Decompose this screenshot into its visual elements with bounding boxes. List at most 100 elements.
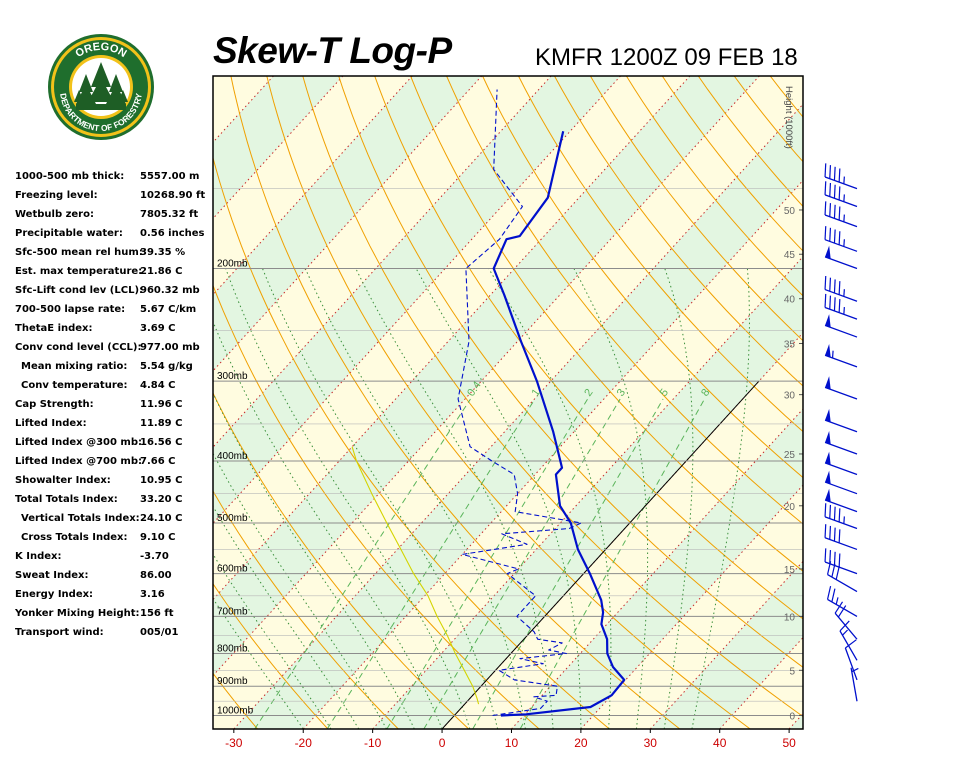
index-value: 10.95 C: [140, 475, 183, 486]
index-label: Yonker Mixing Height:: [15, 608, 140, 619]
index-value: 0.56 inches: [140, 228, 205, 239]
wind-barb: [824, 245, 858, 270]
zero-isotherm-line: [441, 380, 760, 729]
wind-barb-pennant: [825, 451, 831, 465]
wind-barb-flag: [826, 586, 832, 600]
wind-barb-flag: [829, 550, 832, 564]
wind-barb-staff: [824, 537, 858, 551]
height-tick-label: 20: [784, 502, 796, 513]
wind-barb-half-flag: [843, 214, 845, 222]
wind-barb-staff: [824, 516, 858, 530]
wind-barb-flag: [838, 168, 841, 183]
dewpoint-trace: [457, 89, 582, 717]
height-tick-label: 45: [784, 250, 796, 261]
wind-barb-flag: [839, 620, 850, 632]
moist-adiabat: [213, 392, 415, 729]
wind-barb: [824, 548, 858, 575]
isobar-label: 900mb: [217, 676, 248, 687]
wind-barb-flag: [833, 506, 836, 521]
index-row: Sweat Index: 86.00: [15, 567, 215, 586]
index-row: Conv temperature: 4.84 C: [15, 377, 215, 396]
wind-barb-pennant: [825, 314, 831, 328]
wind-barb-flag: [824, 226, 827, 240]
wind-barb-half-flag: [843, 516, 845, 524]
wind-barb-flag: [824, 275, 827, 290]
dry-adiabat: [589, 76, 803, 342]
dry-adiabat: [554, 76, 803, 387]
index-label: Est. max temperature:: [15, 266, 143, 277]
x-tick-label: -10: [364, 736, 382, 750]
isobar-label: 1000mb: [217, 705, 254, 716]
wind-barb: [850, 667, 859, 702]
isotherm-band: [0, 76, 204, 729]
wind-barb-staff: [824, 306, 858, 320]
index-label: Sweat Index:: [15, 570, 89, 581]
dry-adiabat: [338, 76, 803, 668]
x-tick-label: -20: [295, 736, 313, 750]
wind-barb-flag: [829, 182, 832, 197]
wind-barb-flag: [833, 297, 836, 311]
dry-adiabat: [374, 76, 803, 620]
dry-adiabat: [661, 76, 803, 252]
index-label: Freezing level:: [15, 190, 98, 201]
index-value: 16.56 C: [140, 437, 183, 448]
dry-adiabat: [806, 76, 960, 729]
index-row: ThetaE index: 3.69 C: [15, 320, 215, 339]
index-row: Cap Strength: 11.96 C: [15, 396, 215, 415]
wind-barb-staff: [824, 239, 858, 252]
index-label: Conv cond level (CCL):: [15, 342, 142, 353]
wind-barb-flag: [824, 201, 827, 216]
wind-barb-flag: [838, 231, 841, 245]
wind-barb-half-flag: [843, 307, 845, 315]
index-value: 5557.00 m: [140, 171, 200, 182]
mixing-ratio-label: 5: [658, 387, 671, 399]
wind-barb: [824, 343, 858, 368]
wind-barb-flag: [824, 503, 827, 517]
wind-barb-pennant: [825, 470, 831, 485]
wind-barb: [824, 488, 858, 513]
dry-adiabat: [410, 76, 803, 572]
index-label: Conv temperature:: [21, 380, 128, 391]
index-value: 005/01: [140, 627, 179, 638]
index-row: Cross Totals Index: 9.10 C: [15, 529, 215, 548]
isotherm-line: [302, 179, 803, 729]
wind-barb-flag: [838, 281, 841, 295]
wind-barb-flag: [829, 227, 832, 242]
index-value: 5.54 g/kg: [140, 361, 193, 372]
mixing-ratio-label: 8: [699, 387, 712, 399]
isotherm-line: [859, 76, 960, 729]
isotherm-band: [233, 104, 803, 729]
index-row: 1000-500 mb thick: 5557.00 m: [15, 168, 215, 187]
mixing-ratio-label: 1: [530, 387, 543, 399]
index-label: Total Totals Index:: [15, 494, 118, 505]
dry-adiabat: [230, 76, 681, 729]
wind-barb-flag: [824, 163, 827, 178]
index-label: Sfc-500 mean rel hum:: [15, 247, 143, 258]
wind-barb-half-flag: [843, 289, 845, 297]
logo-top-text: OREGON: [73, 41, 128, 60]
index-row: Sfc-Lift cond lev (LCL): 960.32 mb: [15, 282, 215, 301]
mixing-ratio-line: [254, 398, 471, 729]
height-tick-label: 15: [784, 565, 796, 576]
wind-barb: [824, 431, 858, 455]
wind-barb-flag: [833, 527, 836, 542]
mixing-ratio-label: 3: [615, 387, 628, 399]
wind-barb-pennant: [825, 488, 831, 503]
isotherm-line: [213, 76, 621, 525]
moist-adiabat: [663, 268, 694, 729]
wind-barb-flag: [829, 525, 832, 540]
plot-area: [0, 76, 960, 729]
wind-barb-flag: [829, 295, 832, 310]
isotherm-line: [213, 76, 760, 677]
wind-barb-staff: [824, 214, 858, 228]
wind-barb-flag: [829, 277, 832, 292]
index-value: 7805.32 ft: [140, 209, 199, 220]
index-value: 39.35 %: [140, 247, 186, 258]
x-tick-label: 30: [644, 736, 658, 750]
index-row: 700-500 lapse rate: 5.67 C/km: [15, 301, 215, 320]
wind-barb-flag: [838, 186, 841, 201]
dry-adiabat: [302, 76, 803, 718]
height-tick-label: 30: [784, 391, 796, 402]
wind-barb-half-flag: [842, 629, 848, 636]
wind-barb-flag: [833, 166, 836, 181]
